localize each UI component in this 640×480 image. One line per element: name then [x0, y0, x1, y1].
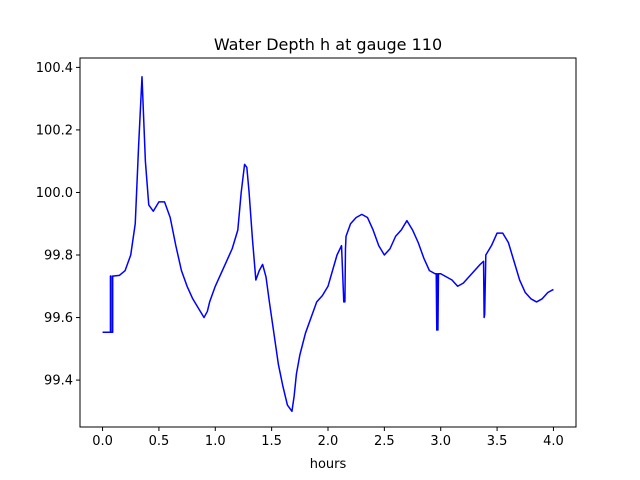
- x-tick-label: 3.5: [487, 434, 508, 449]
- x-tick-label: 1.5: [261, 434, 282, 449]
- y-tick-label: 100.2: [36, 123, 73, 138]
- y-tick-label: 100.4: [36, 61, 73, 76]
- x-axis-label: hours: [310, 457, 347, 472]
- x-tick-label: 3.0: [430, 434, 451, 449]
- x-tick-label: 2.5: [374, 434, 395, 449]
- y-tick-label: 99.8: [44, 249, 73, 264]
- y-tick-label: 99.4: [44, 374, 73, 389]
- y-tick-label: 99.6: [44, 311, 73, 326]
- plot-area: [80, 58, 576, 427]
- data-layer: [102, 76, 554, 413]
- x-axis: 0.0 0.5 1.0 1.5 2.0 2.5 3.0 3.5 4.0: [92, 427, 564, 449]
- x-tick-label: 0.5: [149, 434, 170, 449]
- x-tick-label: 0.0: [92, 434, 113, 449]
- y-tick-label: 100.0: [36, 186, 73, 201]
- x-tick-label: 2.0: [318, 434, 339, 449]
- series-line-0: [102, 76, 554, 413]
- chart-title: Water Depth h at gauge 110: [214, 35, 442, 54]
- y-axis: 99.4 99.6 99.8 100.0 100.2 100.4: [36, 61, 80, 389]
- x-tick-label: 4.0: [543, 434, 564, 449]
- x-tick-label: 1.0: [205, 434, 226, 449]
